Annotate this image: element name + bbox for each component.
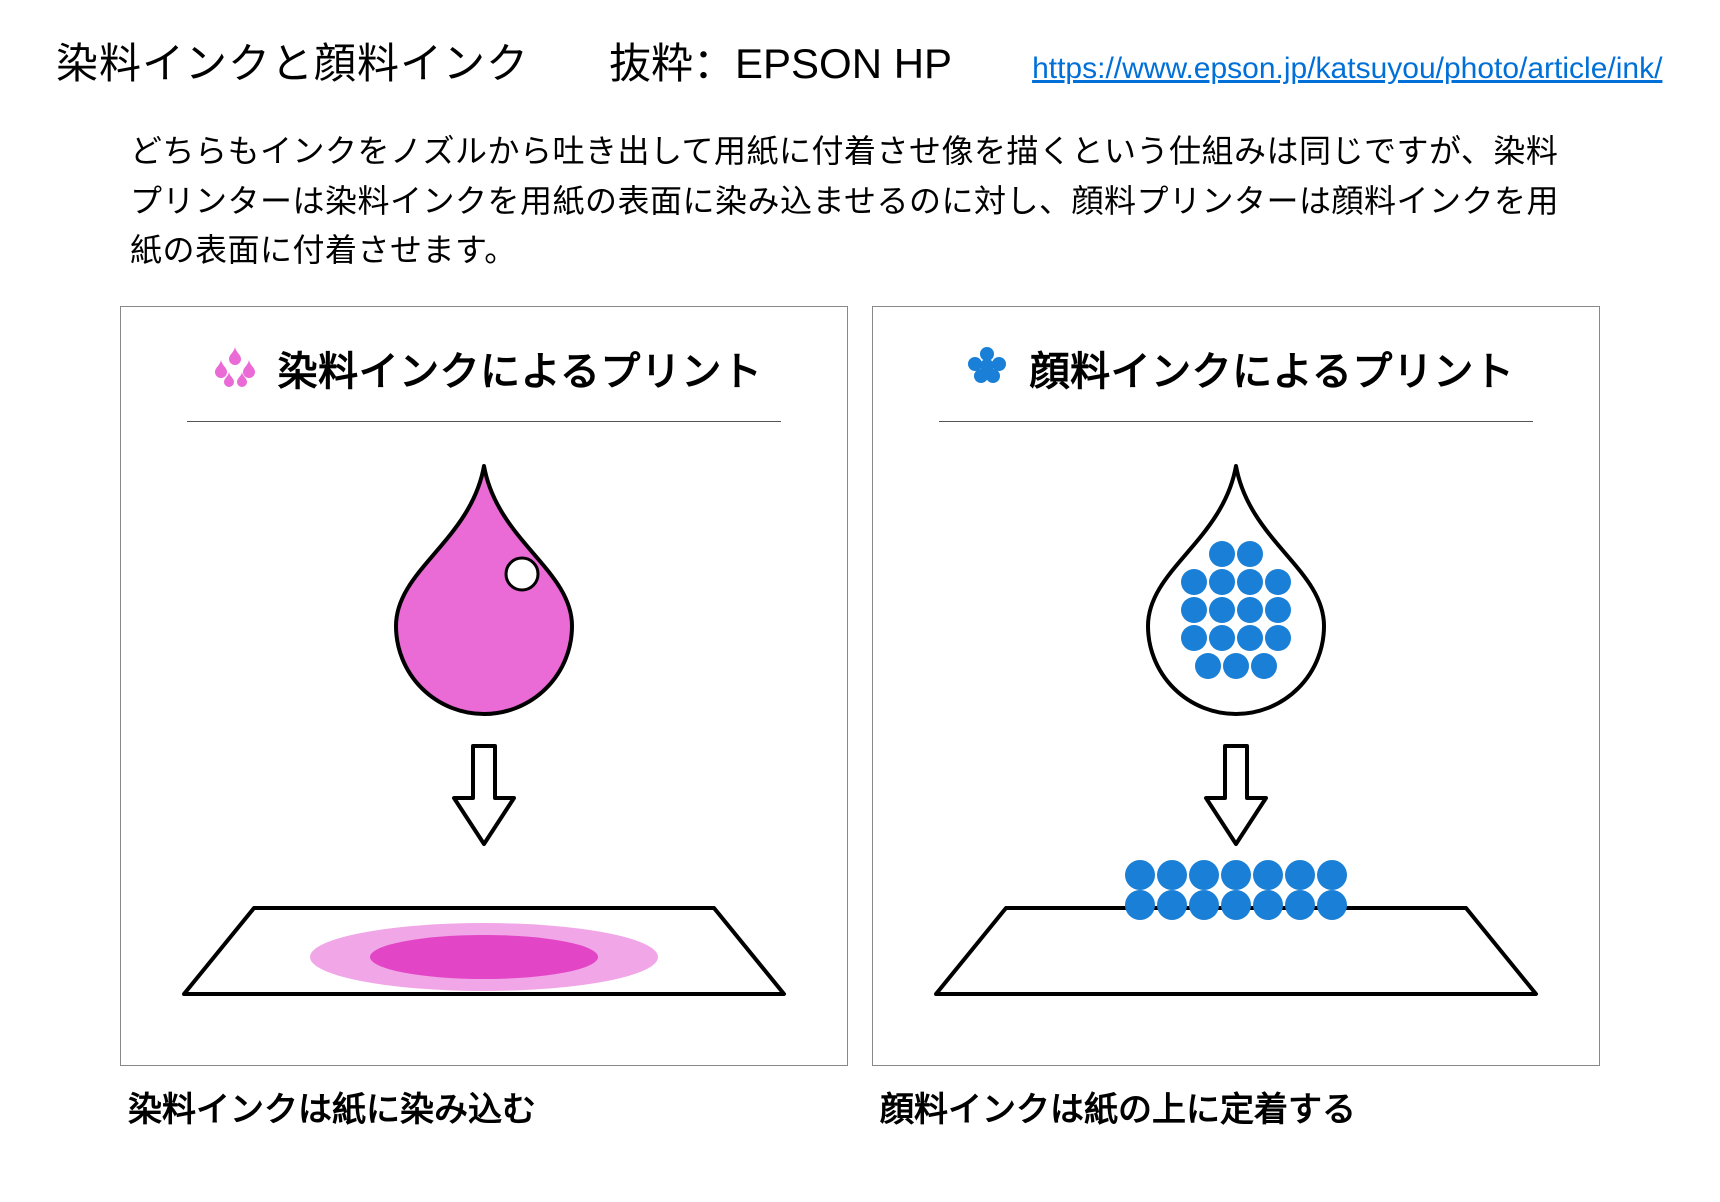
dye-panel: 染料インクによるプリント xyxy=(120,306,848,1066)
pigment-panel: 顔料インクによるプリント xyxy=(872,306,1600,1066)
dye-panel-header: 染料インクによるプリント xyxy=(161,339,807,397)
header: 染料インクと顔料インク 抜粋：EPSON HP https://www.epso… xyxy=(50,30,1670,91)
source-label: 抜粋：EPSON HP xyxy=(609,30,952,91)
dye-panel-wrap: 染料インクによるプリント 染料インクは紙に染み込む xyxy=(120,306,848,1131)
dye-caption: 染料インクは紙に染み込む xyxy=(120,1082,848,1131)
dye-panel-title: 染料インクによるプリント xyxy=(278,339,763,397)
dots-cluster-icon xyxy=(958,344,1016,392)
droplets-icon xyxy=(206,344,264,392)
dye-diagram xyxy=(161,422,807,1045)
pigment-diagram xyxy=(913,422,1559,1045)
panels-row: 染料インクによるプリント 染料インクは紙に染み込む 顔料インクによるプリント 顔… xyxy=(50,306,1670,1131)
pigment-panel-title: 顔料インクによるプリント xyxy=(1030,339,1515,397)
page-title: 染料インクと顔料インク xyxy=(56,30,529,91)
pigment-panel-header: 顔料インクによるプリント xyxy=(913,339,1559,397)
description-text: どちらもインクをノズルから吐き出して用紙に付着させ像を描くという仕組みは同じです… xyxy=(50,127,1670,276)
pigment-caption: 顔料インクは紙の上に定着する xyxy=(872,1082,1600,1131)
source-link[interactable]: https://www.epson.jp/katsuyou/photo/arti… xyxy=(1032,52,1662,86)
pigment-panel-wrap: 顔料インクによるプリント 顔料インクは紙の上に定着する xyxy=(872,306,1600,1131)
